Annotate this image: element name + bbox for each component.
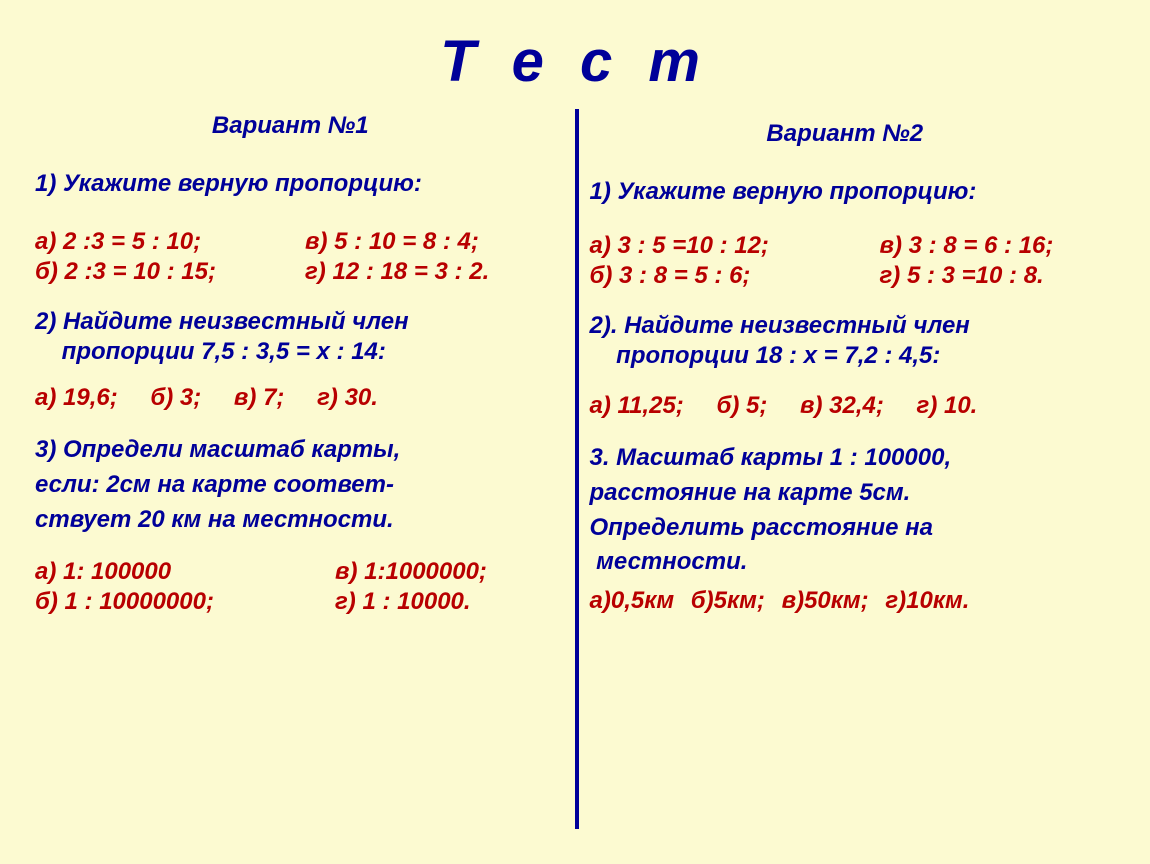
v2-q1-opt-a: а) 3 : 5 =10 : 12; [590, 231, 880, 261]
v2-q1-opt-b: б) 3 : 8 = 5 : 6; [590, 261, 880, 291]
v2-q2-opt-g: г) 10. [917, 391, 978, 421]
v1-q3-line1: 3) Определи масштаб карты, [35, 433, 546, 468]
v2-q2-prompt: 2). Найдите неизвестный член пропорции 1… [590, 311, 1101, 371]
vertical-divider [575, 109, 579, 829]
v1-q1-answers: а) 2 :3 = 5 : 10; в) 5 : 10 = 8 : 4; б) … [35, 227, 546, 287]
v1-q3-answers: а) 1: 100000 в) 1:1000000; б) 1 : 100000… [35, 557, 546, 617]
v2-q1-opt-v: в) 3 : 8 = 6 : 16; [880, 231, 1054, 261]
v1-q2-opt-a: а) 19,6; [35, 383, 118, 413]
v2-q3-opt-v: в)50км; [782, 586, 869, 616]
v1-q3-opt-v: в) 1:1000000; [335, 557, 487, 587]
v1-q1-opt-a: а) 2 :3 = 5 : 10; [35, 227, 305, 257]
v2-q2-opt-v: в) 32,4; [800, 391, 884, 421]
v2-q3-line4: местности. [590, 545, 1101, 580]
variant-2-column: Вариант №2 1) Укажите верную пропорцию: … [566, 109, 1121, 637]
v1-q1-opt-g: г) 12 : 18 = 3 : 2. [305, 257, 489, 287]
v1-q3-opt-a: а) 1: 100000 [35, 557, 335, 587]
v1-q2-opt-v: в) 7; [234, 383, 285, 413]
v2-q2-opt-b: б) 5; [716, 391, 767, 421]
slide: Т е с т Вариант №1 1) Укажите верную про… [0, 0, 1150, 864]
columns-container: Вариант №1 1) Укажите верную пропорцию: … [30, 109, 1120, 637]
v1-q2-opt-b: б) 3; [150, 383, 201, 413]
v2-q2-opt-a: а) 11,25; [590, 391, 684, 421]
v1-q1-opt-v: в) 5 : 10 = 8 : 4; [305, 227, 479, 257]
v1-q3-opt-g: г) 1 : 10000. [335, 587, 471, 617]
v2-q3-answers: а)0,5км б)5км; в)50км; г)10км. [590, 586, 1101, 616]
v2-q2-line2: пропорции 18 : х = 7,2 : 4,5: [590, 341, 1101, 371]
v1-q2-opt-g: г) 30. [317, 383, 378, 413]
v2-q1-opt-g: г) 5 : 3 =10 : 8. [880, 261, 1044, 291]
variant-1-header: Вариант №1 [35, 111, 546, 141]
v2-q1-prompt: 1) Укажите верную пропорцию: [590, 177, 1101, 207]
v2-q3-opt-a: а)0,5км [590, 586, 675, 616]
variant-2-header: Вариант №2 [590, 119, 1101, 149]
v1-q2-line1: 2) Найдите неизвестный член [35, 307, 546, 337]
v1-q2-prompt: 2) Найдите неизвестный член пропорции 7,… [35, 307, 546, 367]
v1-q3-line2: если: 2см на карте соответ- [35, 468, 546, 503]
v1-q3-prompt: 3) Определи масштаб карты, если: 2см на … [35, 433, 546, 537]
v2-q3-line3: Определить расстояние на [590, 511, 1101, 546]
v2-q3-line1: 3. Масштаб карты 1 : 100000, [590, 441, 1101, 476]
v2-q3-opt-g: г)10км. [885, 586, 969, 616]
v2-q3-opt-b: б)5км; [691, 586, 765, 616]
v2-q2-line1: 2). Найдите неизвестный член [590, 311, 1101, 341]
v1-q3-opt-b: б) 1 : 10000000; [35, 587, 335, 617]
v2-q3-prompt: 3. Масштаб карты 1 : 100000, расстояние … [590, 441, 1101, 580]
v2-q3-line2: расстояние на карте 5см. [590, 476, 1101, 511]
v1-q2-line2: пропорции 7,5 : 3,5 = х : 14: [35, 337, 546, 367]
v2-q1-answers: а) 3 : 5 =10 : 12; в) 3 : 8 = 6 : 16; б)… [590, 231, 1101, 291]
variant-1-column: Вариант №1 1) Укажите верную пропорцию: … [30, 109, 566, 637]
v1-q1-opt-b: б) 2 :3 = 10 : 15; [35, 257, 305, 287]
v1-q2-answers: а) 19,6; б) 3; в) 7; г) 30. [35, 383, 546, 413]
slide-title: Т е с т [30, 28, 1120, 95]
v1-q3-line3: ствует 20 км на местности. [35, 503, 546, 538]
v1-q1-prompt: 1) Укажите верную пропорцию: [35, 169, 546, 199]
v2-q2-answers: а) 11,25; б) 5; в) 32,4; г) 10. [590, 391, 1101, 421]
